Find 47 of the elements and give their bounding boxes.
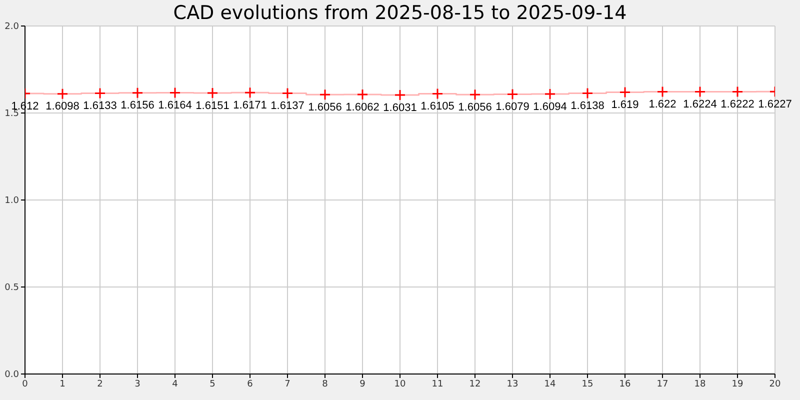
x-tick-label: 19 <box>732 379 744 390</box>
data-label: 1.6164 <box>158 100 192 112</box>
data-label: 1.6062 <box>346 101 380 114</box>
x-tick-label: 1 <box>60 379 66 390</box>
data-label: 1.6171 <box>233 99 267 112</box>
y-tick-label: 2.0 <box>4 22 20 32</box>
x-tick-label: 14 <box>544 379 556 390</box>
chart-title: CAD evolutions from 2025-08-15 to 2025-09-14 <box>172 2 628 24</box>
x-tick-label: 15 <box>582 379 594 390</box>
x-tick-label: 2 <box>97 379 103 390</box>
x-tick-label: 9 <box>360 379 366 390</box>
data-label: 1.6094 <box>533 100 567 113</box>
data-label: 1.6138 <box>570 100 604 112</box>
y-tick-label: 1.5 <box>4 109 19 120</box>
x-tick-label: 11 <box>432 379 444 390</box>
x-tick-label: 18 <box>694 379 706 390</box>
data-label: 1.6227 <box>758 98 792 110</box>
data-label: 1.6156 <box>120 100 154 112</box>
y-tick-label: 1.0 <box>4 196 20 206</box>
x-tick-label: 12 <box>469 379 481 390</box>
x-tick-label: 3 <box>134 379 140 390</box>
x-tick-label: 16 <box>619 379 631 390</box>
data-label: 1.6224 <box>683 98 717 111</box>
x-tick-label: 10 <box>394 379 406 390</box>
x-tick-label: 20 <box>769 379 781 390</box>
x-tick-label: 7 <box>284 379 290 390</box>
data-label: 1.6056 <box>458 101 492 114</box>
x-tick-label: 13 <box>506 379 518 390</box>
data-label: 1.6105 <box>420 100 454 113</box>
data-label: 1.6137 <box>270 100 304 112</box>
x-tick-label: 4 <box>172 379 178 390</box>
data-label: 1.622 <box>648 98 676 111</box>
data-label: 1.6133 <box>83 100 117 112</box>
x-tick-label: 0 <box>22 379 28 390</box>
x-tick-label: 8 <box>322 379 328 390</box>
data-label: 1.6079 <box>496 101 530 114</box>
data-label: 1.619 <box>611 99 639 112</box>
data-label: 1.6151 <box>196 100 230 112</box>
data-label: 1.6056 <box>308 101 342 114</box>
y-tick-label: 0.5 <box>4 283 19 294</box>
x-tick-label: 6 <box>247 379 254 390</box>
x-tick-label: 5 <box>210 379 216 390</box>
y-tick-label: 0.0 <box>4 370 20 380</box>
data-label: 1.6031 <box>383 102 417 114</box>
data-label: 1.6098 <box>46 100 80 113</box>
x-tick-label: 17 <box>656 379 668 390</box>
data-label: 1.6222 <box>720 98 754 111</box>
